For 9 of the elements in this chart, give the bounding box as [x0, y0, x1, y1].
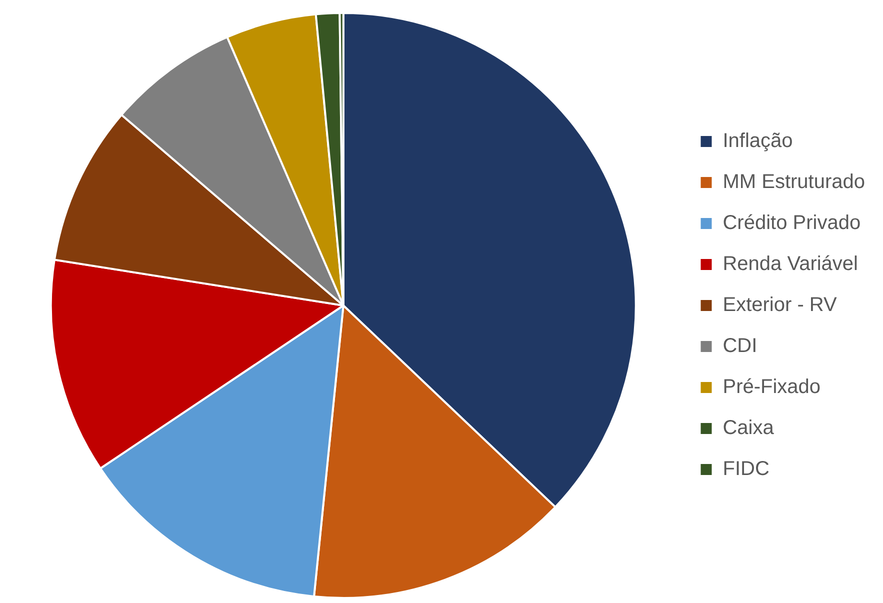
legend-label: MM Estruturado	[722, 171, 865, 194]
legend-label: Inflação	[722, 130, 793, 152]
legend-label: FIDC	[722, 458, 770, 480]
legend-label: Caixa	[722, 417, 775, 440]
legend-label: Pré-Fixado	[722, 376, 821, 398]
legend-label: Crédito Privado	[722, 212, 861, 234]
legend-label: Renda Variável	[722, 253, 858, 276]
legend-label: CDI	[722, 335, 758, 358]
legend-label: Exterior - RV	[722, 294, 838, 316]
